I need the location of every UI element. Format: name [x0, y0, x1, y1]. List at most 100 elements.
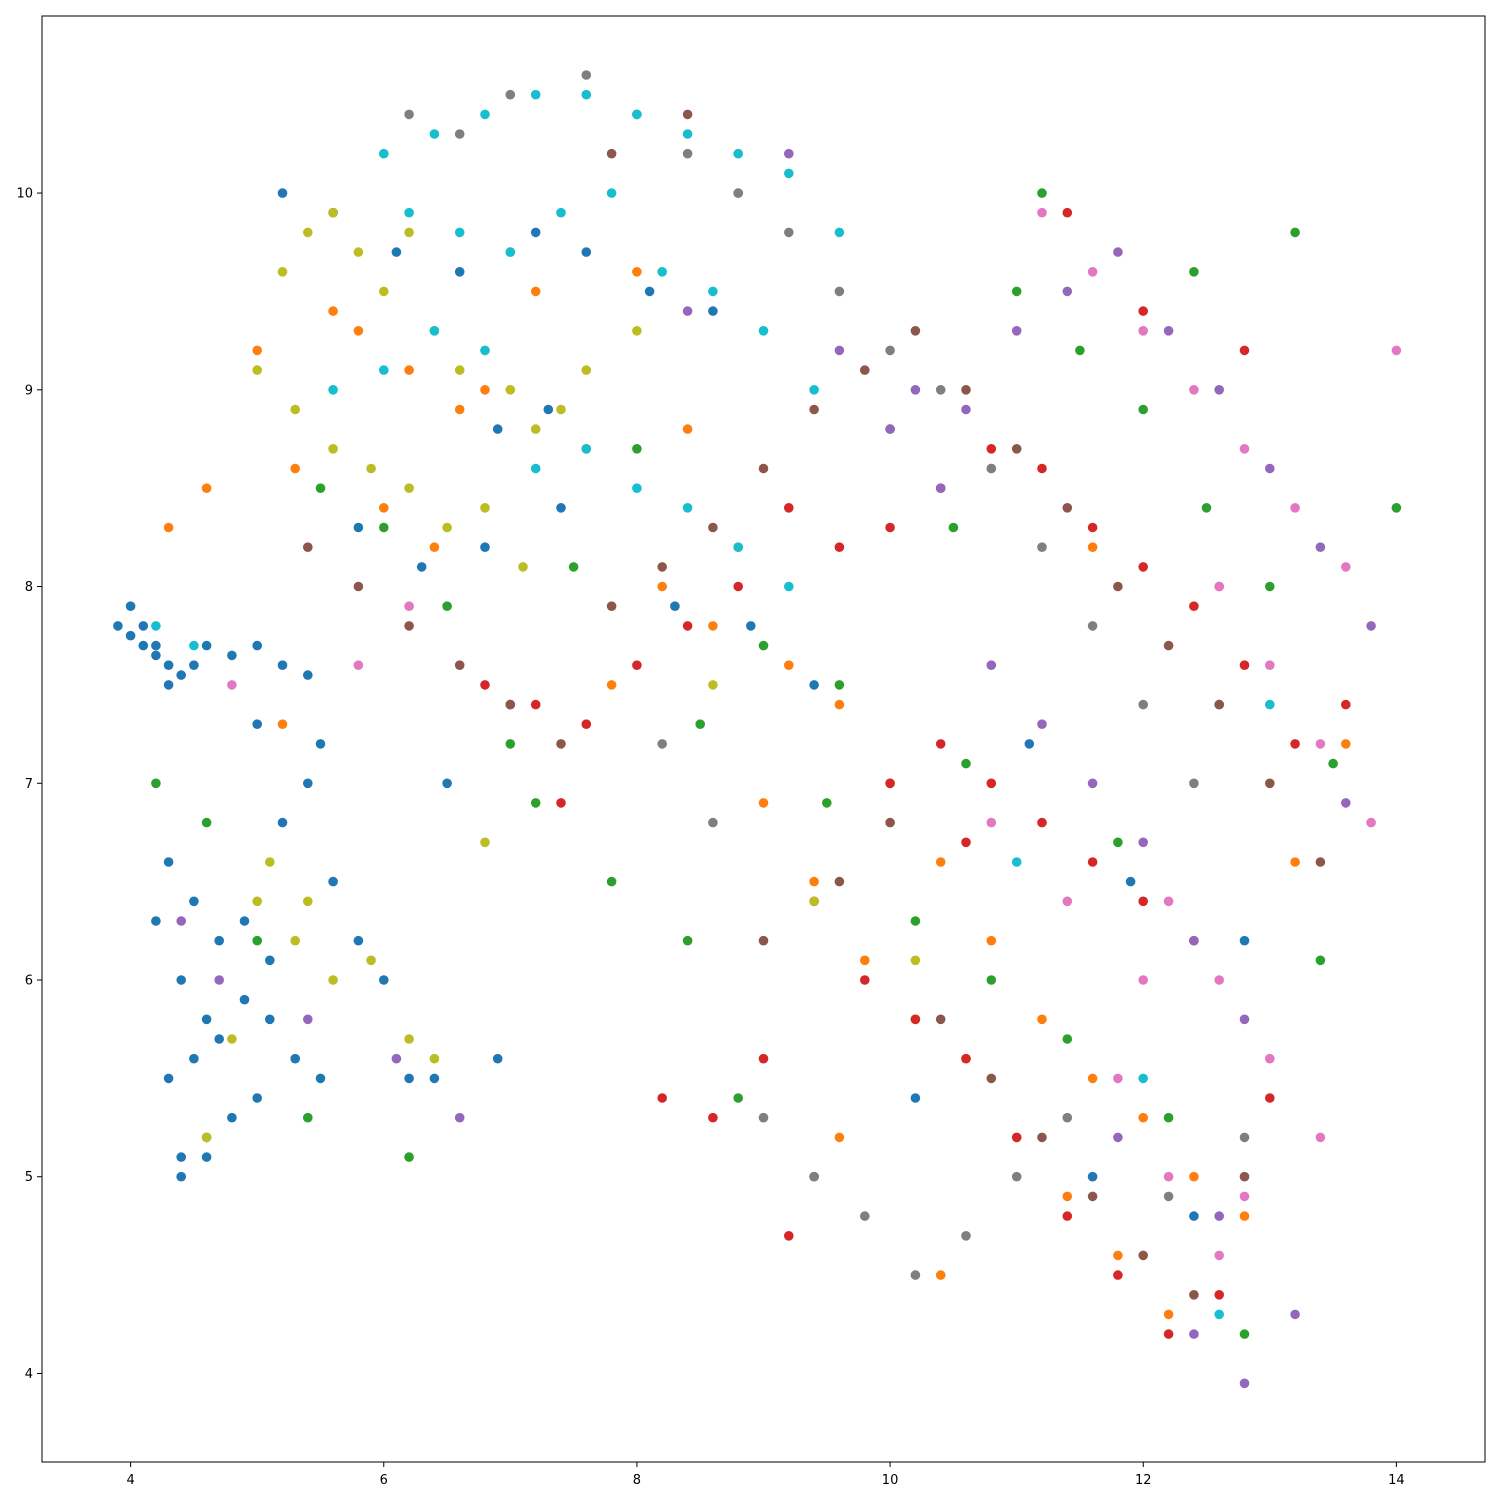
- scatter-point: [961, 1231, 971, 1241]
- scatter-point: [379, 148, 389, 159]
- scatter-point: [708, 680, 718, 690]
- scatter-point: [480, 680, 490, 690]
- scatter-point: [961, 385, 971, 395]
- scatter-point: [1239, 1191, 1250, 1202]
- scatter-point: [416, 562, 427, 572]
- scatter-point: [303, 1112, 313, 1123]
- scatter-point: [986, 1073, 997, 1084]
- scatter-point: [948, 522, 959, 533]
- scatter-point: [935, 483, 946, 494]
- scatter-point: [189, 896, 199, 907]
- scatter-point: [1087, 778, 1098, 789]
- scatter-point: [265, 857, 275, 867]
- scatter-point: [556, 404, 566, 415]
- scatter-point: [733, 581, 743, 592]
- scatter-point: [1062, 286, 1073, 297]
- scatter-point: [1037, 542, 1047, 552]
- scatter-point: [1138, 562, 1148, 572]
- scatter-point: [303, 1014, 313, 1025]
- scatter-point: [1087, 621, 1098, 631]
- series-6: [227, 207, 1402, 1261]
- scatter-point: [1075, 345, 1085, 356]
- scatter-point: [505, 89, 516, 100]
- scatter-point: [809, 680, 819, 690]
- scatter-point: [328, 444, 338, 454]
- scatter-point: [834, 1132, 845, 1143]
- scatter-point: [733, 188, 743, 198]
- scatter-point: [454, 1112, 465, 1123]
- scatter-point: [910, 385, 921, 395]
- scatter-point: [353, 935, 364, 946]
- scatter-point: [315, 739, 326, 749]
- scatter-point: [682, 935, 693, 946]
- scatter-point: [1239, 1132, 1250, 1143]
- scatter-point: [1138, 306, 1148, 316]
- scatter-point: [834, 542, 845, 552]
- scatter-point: [758, 1053, 769, 1064]
- scatter-point: [277, 817, 288, 828]
- scatter-point: [505, 739, 516, 749]
- scatter-point: [1138, 837, 1148, 848]
- scatter-point: [1239, 1378, 1250, 1389]
- scatter-point: [708, 286, 718, 297]
- scatter-point: [657, 1093, 667, 1103]
- scatter-point: [201, 1152, 212, 1162]
- scatter-point: [1011, 857, 1022, 867]
- scatter-point: [1138, 404, 1148, 415]
- scatter-point: [682, 621, 693, 631]
- scatter-point: [454, 404, 465, 415]
- scatter-point: [606, 188, 617, 198]
- scatter-point: [746, 621, 756, 631]
- series-3: [480, 207, 1351, 1339]
- scatter-point: [189, 660, 199, 670]
- scatter-point: [1189, 267, 1199, 277]
- scatter-point: [657, 581, 667, 592]
- scatter-point: [252, 345, 262, 356]
- series-0: [113, 188, 1250, 1221]
- scatter-point: [227, 1034, 237, 1044]
- scatter-point: [176, 916, 186, 926]
- scatter-point: [404, 621, 414, 631]
- scatter-point: [1113, 247, 1123, 257]
- scatter-point: [379, 503, 389, 513]
- scatter-point: [1189, 1171, 1199, 1182]
- series-9: [151, 89, 1275, 1320]
- scatter-point: [1087, 542, 1098, 552]
- scatter-point: [151, 650, 161, 661]
- scatter-point: [1037, 207, 1047, 218]
- scatter-point: [454, 660, 465, 670]
- scatter-point: [784, 1231, 794, 1241]
- scatter-point: [1189, 1290, 1199, 1300]
- series-8: [201, 207, 921, 1143]
- scatter-point: [961, 1053, 971, 1064]
- scatter-point: [834, 680, 845, 690]
- scatter-point: [860, 975, 870, 985]
- scatter-point: [1189, 1211, 1199, 1221]
- scatter-point: [1163, 896, 1174, 907]
- scatter-point: [1265, 581, 1275, 592]
- scatter-point: [201, 817, 212, 828]
- scatter-point: [189, 640, 199, 651]
- scatter-point: [379, 975, 389, 985]
- scatter-point: [1011, 1132, 1022, 1143]
- scatter-point: [860, 365, 870, 375]
- scatter-point: [454, 227, 465, 238]
- scatter-point: [1189, 601, 1199, 611]
- scatter-point: [1265, 699, 1275, 710]
- scatter-point: [910, 326, 921, 336]
- scatter-point: [1087, 522, 1098, 533]
- scatter-point: [1214, 975, 1224, 985]
- y-tick-label: 9: [25, 383, 33, 398]
- scatter-point: [429, 1053, 440, 1064]
- series-5: [303, 109, 1326, 1300]
- scatter-point: [151, 621, 161, 631]
- scatter-point: [1201, 503, 1212, 513]
- scatter-point: [1163, 1309, 1174, 1320]
- series-2: [151, 188, 1402, 1339]
- scatter-point: [1290, 227, 1300, 238]
- scatter-point: [1290, 1309, 1300, 1320]
- scatter-point: [1265, 463, 1275, 474]
- scatter-point: [1037, 817, 1047, 828]
- scatter-point: [1138, 1073, 1148, 1084]
- scatter-point: [1062, 207, 1073, 218]
